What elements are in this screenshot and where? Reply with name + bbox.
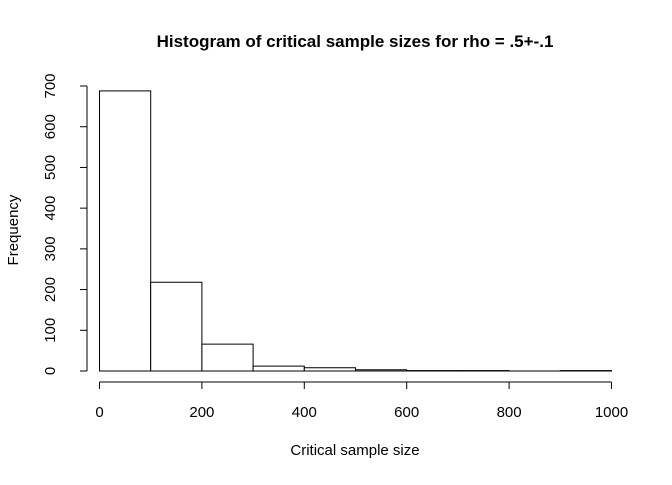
y-axis: 0 100 200 300 400 500 600 700 [42,73,87,375]
histogram-bar-0 [100,91,151,371]
bars-group [100,91,612,371]
histogram-bar-5 [356,370,407,371]
y-tick-label-4: 400 [42,196,59,221]
y-tick-label-0: 0 [42,367,59,375]
y-axis-label: Frequency [5,194,22,265]
y-tick-label-1: 100 [42,318,59,343]
y-tick-label-2: 200 [42,277,59,302]
histogram-bar-3 [253,366,304,371]
x-axis: 0 200 400 600 800 1000 [95,382,628,421]
y-tick-label-7: 700 [42,73,59,98]
y-tick-label-3: 300 [42,236,59,261]
x-tick-label-1: 200 [189,404,214,421]
histogram-bar-4 [304,368,355,371]
x-axis-label: Critical sample size [290,442,419,459]
histogram-bar-1 [151,282,202,371]
y-tick-label-5: 500 [42,155,59,180]
x-tick-label-3: 600 [394,404,419,421]
x-tick-label-2: 400 [292,404,317,421]
y-tick-label-6: 600 [42,114,59,139]
x-tick-label-0: 0 [95,404,103,421]
histogram-bar-2 [202,344,253,371]
chart-title: Histogram of critical sample sizes for r… [157,32,554,51]
x-tick-label-5: 1000 [595,404,628,421]
x-tick-label-4: 800 [497,404,522,421]
